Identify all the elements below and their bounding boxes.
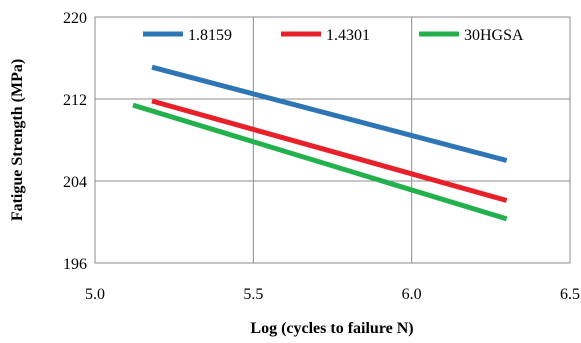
x-tick-label: 5.5	[243, 286, 263, 303]
plot-area	[94, 16, 571, 264]
legend-label: 30HGSA	[464, 27, 524, 44]
series-line	[132, 102, 508, 222]
x-tick-labels: 5.0 5.5 6.0 6.5	[85, 286, 580, 303]
x-tick-label: 5.0	[85, 286, 105, 303]
x-tick-label: 6.5	[560, 286, 580, 303]
x-tick-label: 6.0	[402, 286, 422, 303]
series-layer	[132, 64, 508, 222]
legend-label: 1.8159	[188, 27, 232, 44]
legend: 1.8159 1.4301 30HGSA	[143, 27, 524, 44]
y-tick-label: 220	[63, 10, 87, 27]
y-tick-label: 212	[63, 92, 87, 109]
series-line	[151, 64, 508, 163]
y-axis-title: Fatigue Strength (MPa)	[9, 59, 26, 221]
y-tick-label: 204	[63, 174, 87, 191]
series-line	[151, 98, 508, 203]
y-tick-labels: 196 204 212 220	[63, 10, 87, 273]
legend-label: 1.4301	[326, 27, 370, 44]
x-axis-title: Log (cycles to failure N)	[250, 320, 413, 337]
y-tick-label: 196	[63, 256, 87, 273]
